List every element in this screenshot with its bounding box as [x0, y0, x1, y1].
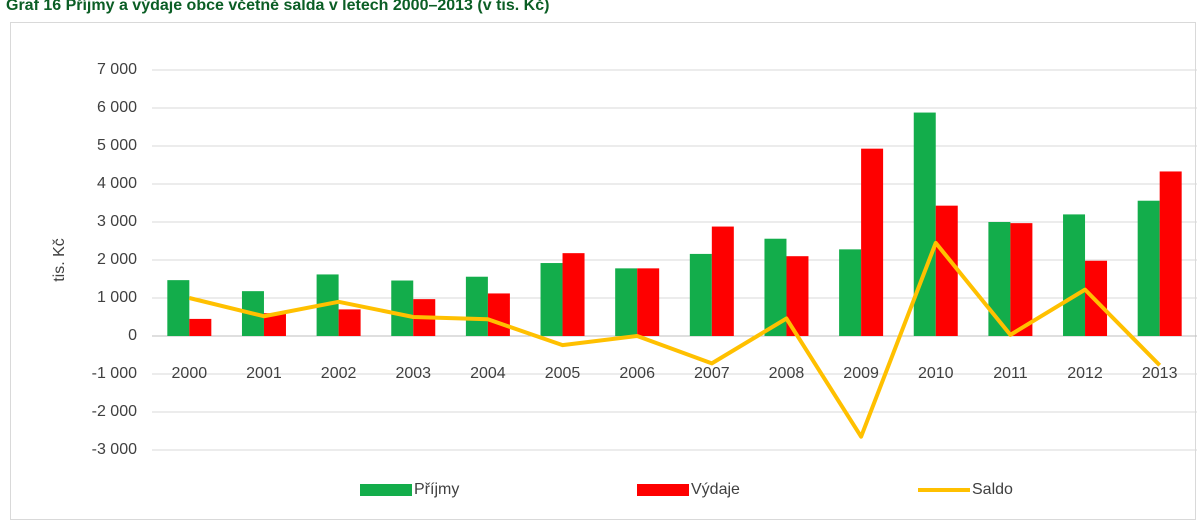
x-tick-label: 2000	[172, 365, 208, 382]
y-tick-label: 0	[128, 327, 137, 344]
x-tick-label: 2005	[545, 365, 581, 382]
bar	[167, 280, 190, 336]
bar	[189, 318, 212, 336]
bar	[711, 226, 734, 336]
y-tick-label: -3 000	[92, 441, 137, 458]
y-axis-label: tis. Kč	[51, 238, 68, 282]
bar	[988, 222, 1011, 336]
y-tick-label: 4 000	[97, 175, 137, 192]
bar	[689, 253, 712, 336]
x-tick-label: 2004	[470, 365, 506, 382]
x-tick-label: 2003	[395, 365, 431, 382]
bar	[1159, 171, 1182, 336]
y-tick-label: 3 000	[97, 213, 137, 230]
bar	[637, 268, 660, 336]
x-tick-label: 2007	[694, 365, 730, 382]
x-tick-label: 2013	[1142, 365, 1178, 382]
line	[188, 240, 1162, 439]
chart-title: Graf 16 Příjmy a výdaje obce včetně sald…	[6, 0, 549, 14]
x-tick-label: 2011	[993, 365, 1028, 382]
x-tick-label: 2009	[843, 365, 879, 382]
y-tick-label: 7 000	[97, 61, 137, 78]
bar	[540, 263, 563, 336]
x-tick-label: 2002	[321, 365, 357, 382]
bar	[913, 112, 936, 336]
legend-label: Výdaje	[691, 481, 740, 498]
x-tick-label: 2001	[246, 365, 282, 382]
bar	[465, 276, 488, 336]
bar	[615, 268, 638, 336]
legend-swatch	[637, 484, 689, 496]
y-tick-label: -1 000	[92, 365, 137, 382]
legend-swatch	[360, 484, 412, 496]
legend-label: Saldo	[972, 481, 1013, 498]
bar	[263, 313, 286, 336]
bar	[391, 280, 414, 336]
y-tick-label: 1 000	[97, 289, 137, 306]
bar	[1137, 200, 1160, 336]
bar	[1063, 214, 1086, 336]
y-tick-label: -2 000	[92, 403, 137, 420]
bar	[839, 249, 862, 336]
legend-label: Příjmy	[414, 481, 459, 498]
x-tick-label: 2006	[619, 365, 655, 382]
bar	[1010, 223, 1033, 336]
bar	[861, 148, 884, 336]
x-tick-label: 2008	[769, 365, 805, 382]
bar	[786, 256, 809, 336]
bar	[338, 309, 361, 336]
x-tick-label: 2010	[918, 365, 954, 382]
bar	[764, 238, 787, 336]
y-tick-label: 5 000	[97, 137, 137, 154]
bar	[487, 293, 510, 336]
x-tick-label: 2012	[1067, 365, 1103, 382]
bar	[562, 253, 585, 336]
y-tick-label: 6 000	[97, 99, 137, 116]
y-tick-label: 2 000	[97, 251, 137, 268]
bar	[935, 205, 958, 336]
